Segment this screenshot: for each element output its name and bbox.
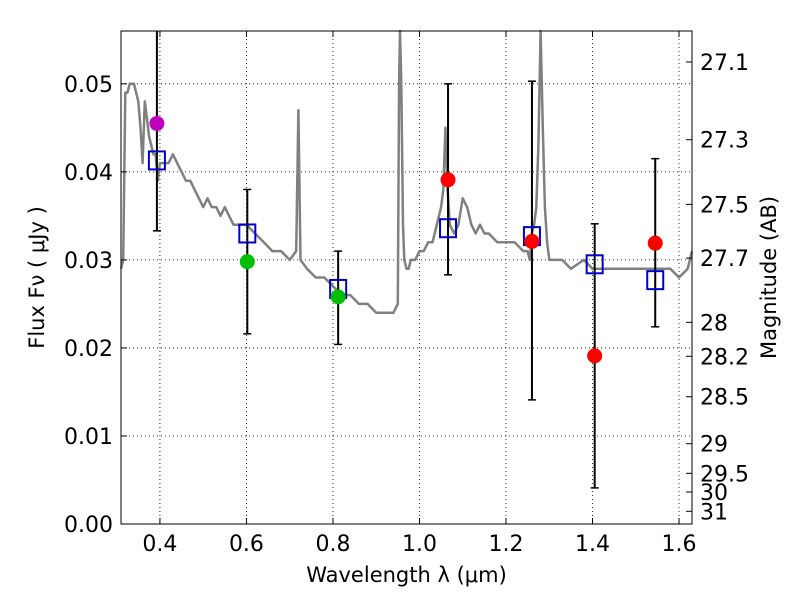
mag-tick-label: 27.5 xyxy=(700,193,749,218)
observed-point-group xyxy=(149,115,663,364)
x-tick-label: 1.6 xyxy=(662,532,697,557)
mag-tick-label: 27.1 xyxy=(700,51,749,76)
observed-point xyxy=(149,115,165,131)
y-tick-label: 0.02 xyxy=(64,337,113,362)
model-band-square xyxy=(646,270,665,291)
y-tick-label: 0.03 xyxy=(64,249,113,274)
model-band-square xyxy=(439,218,458,239)
spectrum-group xyxy=(119,29,694,314)
mag-tick-label: 30 xyxy=(700,481,728,506)
x-tick-label: 0.4 xyxy=(142,532,177,557)
y-tick-label: 0.05 xyxy=(64,73,113,98)
mag-tick-label: 28.2 xyxy=(700,345,749,370)
axes: 0.4 0.6 0.8 1.0 1.2 1.4 1.6 0.00 0.01 0.02 0.03 0.0… xyxy=(64,31,749,557)
observed-point xyxy=(524,233,540,249)
model-band-square xyxy=(238,223,257,244)
observed-point xyxy=(330,289,346,305)
model-spectrum-line xyxy=(119,29,694,314)
x-tick-label: 1.2 xyxy=(488,532,523,557)
y-tick-label: 0.01 xyxy=(64,425,113,450)
y-axis-label: Flux Fν ( μJy ) xyxy=(25,206,49,349)
x-tick-label: 1.4 xyxy=(575,532,610,557)
mag-tick-label: 29 xyxy=(700,433,728,458)
model-band-square xyxy=(585,254,604,275)
model-band-square xyxy=(147,150,166,171)
x-axis-label: Wavelength λ (μm) xyxy=(306,563,507,587)
y2-axis-label: Magnitude (AB) xyxy=(757,196,781,359)
x-tick-label: 0.8 xyxy=(315,532,350,557)
x-tick-label: 0.6 xyxy=(229,532,264,557)
mag-tick-label: 27.7 xyxy=(700,247,749,272)
model-band-group xyxy=(147,150,665,299)
mag-tick-label: 27.3 xyxy=(700,129,749,154)
mag-tick-label: 28.5 xyxy=(700,386,749,411)
y-tick-label: 0.00 xyxy=(64,513,113,538)
mag-tick-label: 28 xyxy=(700,311,728,336)
plot-frame xyxy=(120,30,693,525)
observed-point xyxy=(587,348,603,364)
observed-point xyxy=(239,254,255,270)
x-tick-label: 1.0 xyxy=(402,532,437,557)
grid xyxy=(121,31,692,525)
observed-point xyxy=(647,235,663,251)
observed-point xyxy=(440,172,456,188)
mag-tick-label: 29.5 xyxy=(700,462,749,487)
mag-tick-label: 31 xyxy=(700,500,728,525)
y-tick-label: 0.04 xyxy=(64,161,113,186)
